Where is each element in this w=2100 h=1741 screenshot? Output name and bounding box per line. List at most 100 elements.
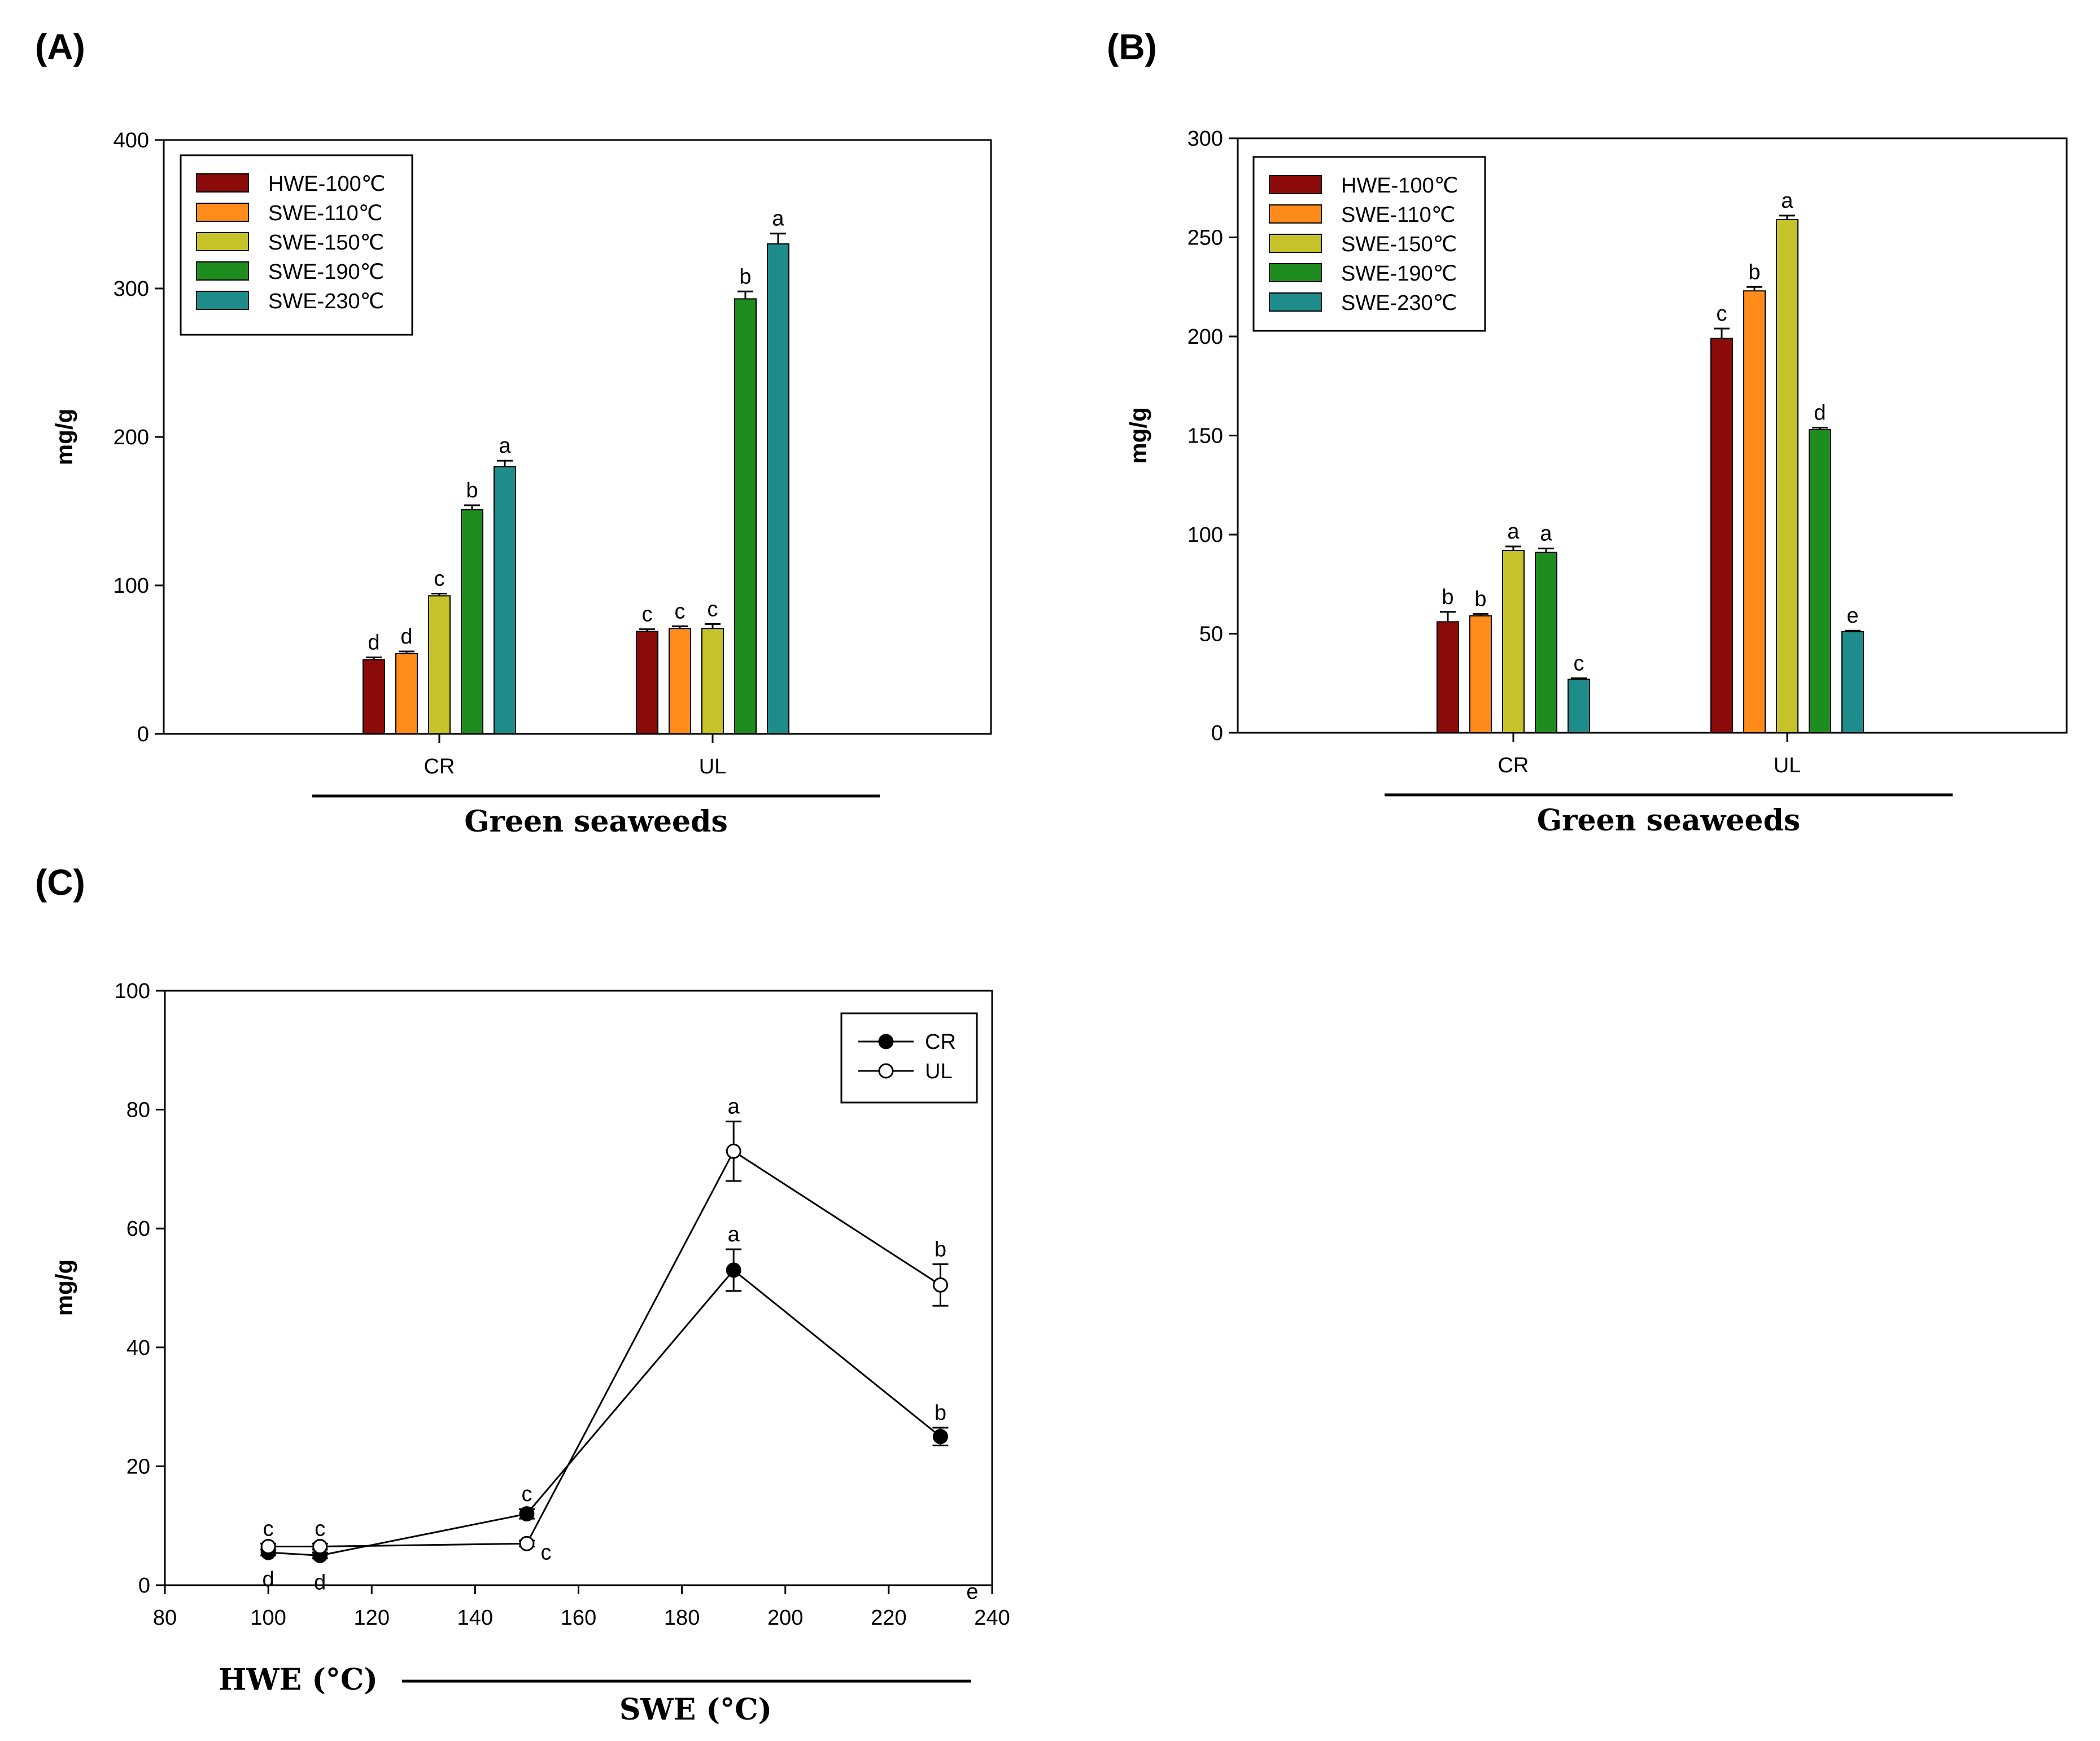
legend-label: SWE-150℃ — [1341, 233, 1457, 256]
bar — [1809, 428, 1831, 733]
data-point — [519, 1506, 535, 1522]
legend-swatch — [196, 291, 249, 310]
significance-letter: c — [521, 1482, 532, 1506]
bar — [1535, 552, 1557, 734]
group-title: Green seaweeds — [1537, 803, 1801, 838]
y-tick-label: 100 — [115, 979, 150, 1003]
panel-label: (C) — [35, 862, 85, 903]
hwe-axis-title: HWE (°C) — [219, 1663, 378, 1697]
bar — [1776, 218, 1798, 734]
legend-swatch — [196, 232, 249, 251]
legend-swatch — [1269, 234, 1322, 253]
x-tick-label: 200 — [767, 1606, 803, 1630]
significance-letter: d — [263, 1568, 274, 1591]
legend-label: SWE-110℃ — [1341, 203, 1455, 227]
significance-letter: d — [1814, 401, 1826, 425]
category-label: UL — [699, 755, 727, 778]
bar — [1469, 615, 1492, 734]
significance-letter: c — [708, 597, 718, 621]
x-tick-label: 220 — [871, 1606, 906, 1630]
bar — [636, 631, 658, 735]
significance-letter: e — [1846, 604, 1858, 628]
series-line — [268, 1150, 941, 1548]
x-tick-label: 180 — [664, 1606, 700, 1630]
x-tick-label: 140 — [457, 1606, 493, 1630]
group-title: Green seaweeds — [464, 804, 728, 839]
legend-swatch — [196, 203, 249, 222]
bar — [461, 509, 483, 734]
category-label: UL — [1774, 754, 1801, 777]
bar — [1710, 338, 1733, 733]
significance-letter: c — [263, 1517, 274, 1541]
significance-letter: d — [400, 625, 412, 649]
legend-swatch — [196, 261, 249, 281]
significance-letter: a — [772, 207, 784, 231]
y-tick-label: 150 — [1187, 425, 1223, 448]
legend-label: SWE-150℃ — [268, 231, 384, 255]
bar — [428, 595, 451, 735]
y-tick-label: 0 — [137, 723, 149, 746]
y-axis-title: mg/g — [51, 409, 77, 465]
bar — [1502, 550, 1525, 734]
legend-marker — [878, 1034, 894, 1049]
significance-letter: c — [1717, 302, 1727, 326]
category-label: CR — [424, 755, 455, 778]
legend-swatch — [1269, 263, 1322, 282]
x-tick-label: 80 — [153, 1606, 177, 1630]
significance-letter: d — [368, 631, 379, 655]
data-point — [519, 1536, 535, 1551]
y-tick-label: 40 — [126, 1336, 150, 1360]
legend-swatch — [1269, 175, 1322, 194]
y-axis-title: mg/g — [51, 1259, 77, 1316]
legend-marker — [878, 1063, 894, 1079]
y-tick-label: 0 — [1211, 721, 1223, 745]
data-point — [726, 1262, 741, 1278]
significance-letter: a — [1781, 189, 1793, 213]
significance-letter: b — [935, 1401, 946, 1425]
y-tick-label: 0 — [138, 1574, 150, 1598]
legend-label: SWE-230℃ — [1341, 291, 1457, 315]
data-point — [726, 1143, 741, 1159]
significance-letter: b — [1748, 260, 1760, 284]
significance-letter: a — [1540, 522, 1552, 546]
x-tick-label: 160 — [561, 1606, 596, 1630]
panel-label: (A) — [35, 27, 85, 67]
significance-letter: c — [540, 1541, 551, 1564]
data-point — [932, 1429, 948, 1445]
y-tick-label: 200 — [113, 426, 149, 449]
bar — [1841, 631, 1864, 733]
data-point — [260, 1539, 276, 1555]
legend-swatch — [196, 173, 249, 193]
bar — [395, 653, 418, 734]
data-point — [932, 1277, 948, 1293]
significance-letter: a — [499, 434, 511, 458]
stray-letter: e — [966, 1580, 978, 1604]
y-tick-label: 60 — [126, 1217, 150, 1241]
significance-letter: b — [1474, 587, 1486, 611]
y-tick-label: 200 — [1187, 325, 1223, 349]
significance-letter: c — [675, 600, 686, 623]
y-tick-label: 300 — [1187, 127, 1223, 151]
significance-letter: b — [739, 265, 751, 288]
y-tick-label: 50 — [1199, 623, 1223, 646]
y-axis-title: mg/g — [1125, 407, 1151, 463]
category-label: CR — [1498, 754, 1529, 777]
series-line — [268, 1268, 941, 1556]
y-tick-label: 80 — [126, 1099, 150, 1122]
significance-letter: b — [1442, 585, 1453, 609]
significance-letter: a — [1507, 520, 1520, 544]
legend-label: UL — [925, 1060, 953, 1083]
significance-letter: d — [314, 1571, 326, 1594]
bar — [767, 243, 789, 735]
y-tick-label: 20 — [126, 1455, 150, 1478]
bar — [669, 628, 691, 735]
bar — [734, 298, 757, 734]
panel-label: (B) — [1107, 27, 1157, 67]
legend-label: SWE-230℃ — [268, 290, 384, 313]
y-tick-label: 100 — [1187, 523, 1223, 547]
y-tick-label: 250 — [1187, 226, 1223, 250]
legend-label: SWE-110℃ — [268, 202, 382, 225]
y-tick-label: 300 — [113, 277, 149, 301]
